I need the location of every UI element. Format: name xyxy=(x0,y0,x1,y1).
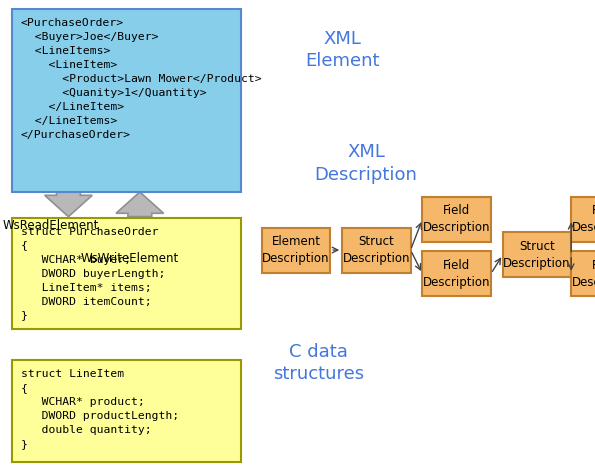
Text: C data
structures: C data structures xyxy=(273,343,364,383)
Text: Field
Description: Field Description xyxy=(572,259,595,289)
FancyBboxPatch shape xyxy=(571,251,595,296)
FancyBboxPatch shape xyxy=(422,251,491,296)
FancyBboxPatch shape xyxy=(12,9,241,192)
FancyBboxPatch shape xyxy=(422,197,491,242)
FancyBboxPatch shape xyxy=(262,228,330,273)
Text: Field
Description: Field Description xyxy=(423,204,490,234)
Text: XML
Description: XML Description xyxy=(315,144,417,183)
Text: Element
Description: Element Description xyxy=(262,235,330,265)
Text: Struct
Description: Struct Description xyxy=(503,240,571,270)
FancyArrow shape xyxy=(116,192,164,217)
Text: Field
Description: Field Description xyxy=(423,259,490,289)
Text: WsWriteElement: WsWriteElement xyxy=(80,252,178,265)
FancyBboxPatch shape xyxy=(571,197,595,242)
Text: WsReadElement: WsReadElement xyxy=(3,219,99,232)
Text: Field
Description: Field Description xyxy=(572,204,595,234)
Text: struct LineItem
{
   WCHAR* product;
   DWORD productLength;
   double quantity;: struct LineItem { WCHAR* product; DWORD … xyxy=(21,369,179,449)
FancyArrow shape xyxy=(45,192,92,217)
Text: <PurchaseOrder>
  <Buyer>Joe</Buyer>
  <LineItems>
    <LineItem>
      <Product: <PurchaseOrder> <Buyer>Joe</Buyer> <Line… xyxy=(21,18,261,140)
Text: Struct
Description: Struct Description xyxy=(343,235,410,265)
FancyBboxPatch shape xyxy=(12,218,241,329)
Text: struct PurchaseOrder
{
   WCHAR* buyer;
   DWORD buyerLength;
   LineItem* items: struct PurchaseOrder { WCHAR* buyer; DWO… xyxy=(21,227,165,320)
Text: XML
Element: XML Element xyxy=(305,30,380,70)
FancyBboxPatch shape xyxy=(12,360,241,462)
FancyBboxPatch shape xyxy=(503,232,571,277)
FancyBboxPatch shape xyxy=(342,228,411,273)
